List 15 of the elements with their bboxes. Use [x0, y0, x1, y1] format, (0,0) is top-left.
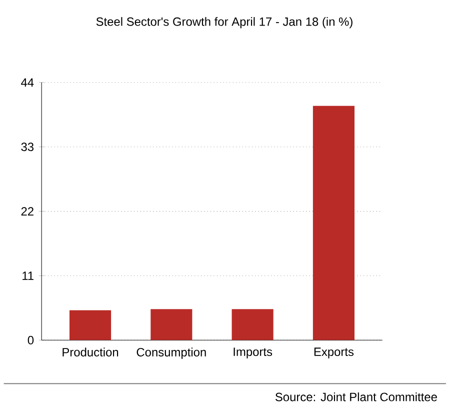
bar	[312, 106, 355, 340]
bar	[150, 309, 192, 340]
y-tick-label: 0	[28, 336, 34, 344]
x-tick-label: Production	[62, 348, 118, 356]
x-tick-label: Imports	[234, 348, 272, 358]
bar	[69, 310, 112, 340]
x-tick-label: Consumption	[136, 348, 206, 359]
y-tick-label: 44	[21, 78, 34, 87]
chart-title: Steel Sector's Growth for April 17 - Jan 18 (in %)	[96, 17, 352, 28]
x-tick-label: Exports	[314, 348, 354, 358]
y-tick-label: 11	[22, 272, 34, 280]
source-note: Source: Joint Plant Committee	[275, 392, 437, 402]
y-tick-label: 22	[21, 207, 34, 216]
y-tick-label: 33	[21, 142, 34, 152]
bar	[232, 309, 274, 340]
